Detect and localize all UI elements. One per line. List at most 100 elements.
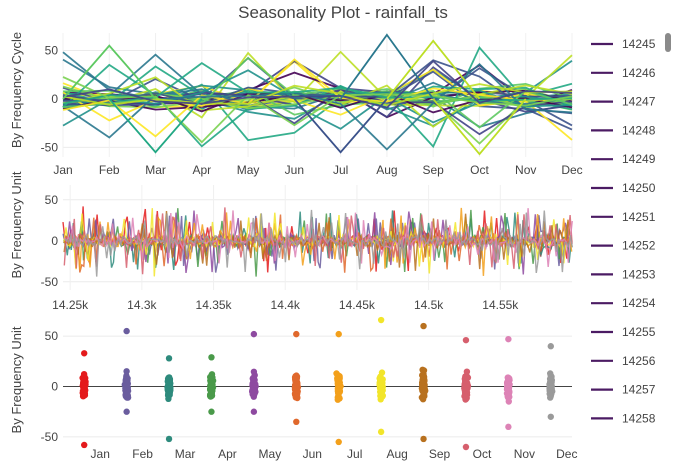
p1-xtick-label: Mar (145, 163, 166, 177)
p3-xtick-label: Feb (132, 447, 153, 461)
p1-series-line (432, 98, 527, 156)
p3-point (463, 368, 471, 375)
p3-point (124, 384, 131, 391)
p3-point (123, 376, 130, 383)
p3-point (377, 316, 385, 324)
legend-label: 14250 (622, 181, 656, 195)
p3-point (547, 392, 554, 400)
p2-xtick-label: 14.35k (196, 298, 233, 312)
p1-series-line (62, 59, 573, 109)
p3-point (377, 428, 385, 436)
p3-xtick-label: Dec (556, 447, 577, 461)
p3-point (165, 395, 172, 402)
p3-xtick-label: Jul (347, 447, 362, 461)
legend-label: 14247 (622, 95, 656, 109)
p1-ytick-label: 50 (45, 43, 59, 57)
p3-point (80, 371, 88, 378)
p3-point (292, 376, 299, 383)
p3-point (124, 391, 131, 398)
p3-point (420, 322, 427, 330)
p1-series-line (293, 98, 388, 154)
p2-month-line (64, 209, 574, 277)
p2-xtick-label: 14.25k (52, 298, 89, 312)
legend-label: 14248 (622, 123, 656, 137)
p3-point (81, 386, 89, 393)
p3-point (165, 355, 173, 362)
p3-point (293, 393, 301, 400)
p1-ytick-label: -50 (41, 140, 59, 154)
p3-point (462, 443, 470, 451)
legend[interactable]: 14245 14246 14247 14248 14249 14250 14251 14252… (591, 37, 656, 425)
p1-xtick-label: Jul (333, 163, 348, 177)
p1-series-line (62, 44, 157, 100)
p3-ytick-label: -50 (41, 430, 59, 444)
p1-xtick-label: Jun (285, 163, 304, 177)
legend-label: 14254 (622, 296, 656, 310)
p1-xtick-label: Apr (192, 163, 211, 177)
legend-label: 14253 (622, 267, 656, 281)
p2-xtick-label: 14.55k (482, 298, 519, 312)
p3-point (420, 435, 427, 443)
p3-xtick-label: Jan (91, 447, 110, 461)
legend-label: 14255 (622, 325, 656, 339)
p3-point (420, 390, 427, 398)
p3-point (335, 380, 342, 388)
p3-point (293, 330, 300, 338)
p3-point (123, 368, 130, 375)
legend-scrollbar[interactable] (665, 33, 671, 52)
p2-xtick-label: 14.4k (271, 298, 301, 312)
legend-label: 14251 (622, 210, 656, 224)
legend-label: 14246 (622, 66, 656, 80)
p3-point (81, 381, 88, 388)
p3-point (547, 413, 554, 420)
unit-scatter-panel: -50 0 50 Jan Feb Mar Apr May Jun Jul Aug Sep Oct Nov D… (41, 316, 577, 461)
cycle-panel: -50 0 50 Jan Feb Mar Apr May Jun Jul Aug Sep Oct Nov D… (41, 33, 583, 177)
p3-xtick-label: Aug (386, 447, 407, 461)
p1-series-line (339, 33, 434, 100)
p3-xtick-label: Nov (514, 447, 535, 461)
panel3-ylabel: By Frequency Unit (9, 326, 24, 433)
p3-point (504, 394, 512, 401)
p1-ytick-label: 0 (51, 92, 58, 106)
p2-ytick-label: 50 (45, 193, 59, 207)
p1-series-line (386, 39, 481, 100)
p3-point (208, 386, 215, 393)
p3-point (252, 381, 259, 388)
p3-point (250, 330, 258, 338)
p1-xtick-label: Nov (515, 163, 536, 177)
p3-point (505, 335, 512, 343)
p3-point (208, 354, 215, 361)
p3-ytick-label: 0 (51, 380, 58, 394)
p3-xtick-label: Sep (429, 447, 451, 461)
p3-point (335, 330, 342, 338)
p2-ytick-label: -50 (41, 275, 59, 289)
p3-xtick-label: Apr (218, 447, 237, 461)
p3-point (420, 373, 428, 380)
p3-point (165, 379, 173, 386)
p2-month-line (63, 207, 573, 275)
p1-series-line (62, 58, 573, 128)
panel1-ylabel: By Frequency Cycle (9, 32, 24, 148)
p1-series-line (108, 98, 203, 154)
p2-xtick-label: 14.3k (127, 298, 157, 312)
p1-xtick-label: Oct (470, 163, 489, 177)
p1-xtick-label: Sep (423, 163, 445, 177)
p3-point (462, 393, 469, 401)
p3-xtick-label: Jun (303, 447, 322, 461)
p3-xtick-label: May (259, 447, 282, 461)
p3-point (505, 381, 512, 388)
legend-label: 14256 (622, 354, 656, 368)
p3-point (419, 383, 427, 390)
p3-point (334, 396, 341, 403)
panel2-ylabel: By Frequency Unit (9, 171, 24, 278)
p3-point (547, 386, 554, 394)
p1-series-line (62, 58, 573, 138)
p2-ytick-label: 0 (51, 234, 58, 248)
p3-point (419, 366, 426, 373)
p1-xtick-label: Feb (99, 163, 120, 177)
p3-point (123, 408, 130, 415)
p3-point (81, 350, 88, 357)
legend-label: 14249 (622, 152, 656, 166)
p3-point (81, 441, 88, 449)
